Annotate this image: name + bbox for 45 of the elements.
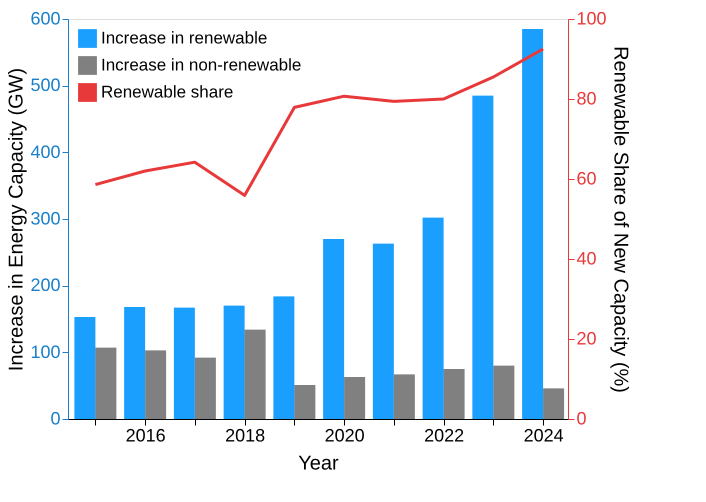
legend-label: Increase in non-renewable (101, 56, 302, 74)
y-axis-title: Increase in Energy Capacity (GW) (5, 68, 28, 372)
bar (273, 296, 294, 419)
x-tick-label: 2018 (225, 426, 266, 446)
y2-tick-label: 0 (576, 408, 587, 428)
bar (394, 374, 415, 419)
bar (95, 348, 116, 419)
bar (74, 317, 96, 419)
bar (244, 330, 266, 419)
y2-tick-label: 80 (576, 88, 597, 108)
x-tick-label: 2022 (424, 426, 464, 446)
bar (145, 350, 166, 419)
bar (294, 385, 316, 419)
bar (224, 306, 245, 419)
legend-label: Renewable share (101, 82, 234, 102)
y-tick-label: 400 (30, 142, 60, 162)
y2-tick-label: 100 (576, 8, 607, 28)
line-series (94, 48, 545, 197)
bar (194, 358, 216, 419)
bar (472, 96, 494, 419)
y-tick-label: 0 (50, 408, 60, 428)
bar (372, 244, 394, 419)
x-axis-title: Year (298, 452, 340, 474)
y-tick-label: 300 (30, 208, 60, 228)
y2-tick-label: 60 (576, 168, 597, 188)
bar (444, 369, 465, 419)
y-tick-label: 500 (30, 75, 60, 96)
x-tick-label: 2016 (126, 426, 166, 446)
x-tick-label: 2024 (524, 426, 564, 446)
y2-axis-title: Renewable Share of New Capacity (%) (610, 46, 632, 393)
y-tick-label: 100 (30, 342, 60, 362)
bar (323, 239, 344, 419)
bar (174, 308, 195, 419)
bar (422, 218, 444, 419)
bar (493, 366, 514, 419)
bar (124, 307, 146, 419)
y2-tick-label: 20 (576, 328, 597, 348)
x-tick-label: 2020 (324, 426, 365, 446)
bar (344, 377, 366, 419)
y2-tick-label: 40 (576, 248, 597, 268)
y-tick-label: 600 (30, 8, 60, 28)
y-tick-label: 200 (30, 275, 60, 296)
bar (543, 388, 564, 419)
bar (522, 29, 544, 419)
legend-label: Increase in renewable (101, 28, 268, 48)
